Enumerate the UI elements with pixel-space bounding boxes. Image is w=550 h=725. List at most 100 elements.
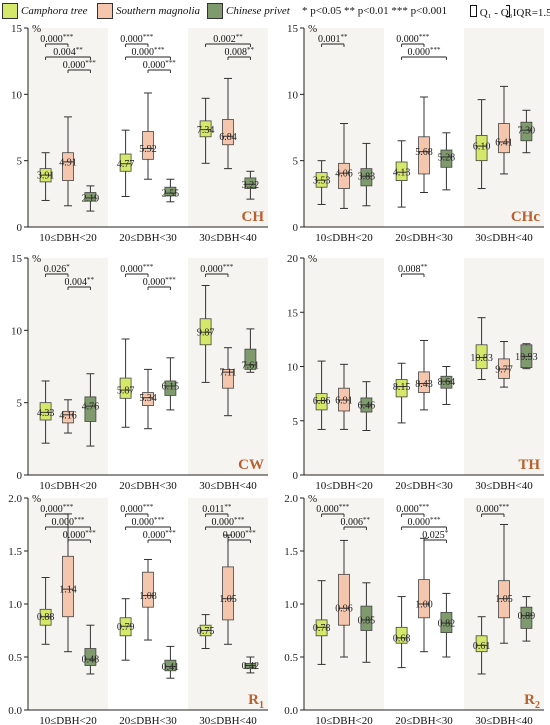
box-camphora: 0.78 <box>313 580 331 665</box>
y-tick-label: 0.0 <box>284 705 298 717</box>
y-tick-label: 2.0 <box>284 493 298 505</box>
box-privet: 0.82 <box>438 592 455 658</box>
box-camphora: 4.33 <box>37 380 54 444</box>
iqr-box <box>418 579 430 619</box>
median-label: 0.75 <box>197 626 215 637</box>
y-unit-label: % <box>308 23 317 35</box>
panel-3: 0 5 10 15 % 10≤DBH<20 20≤DBH<30 30≤DBH<40 4.33 5.… <box>11 253 268 492</box>
box-magnolia: 1.14 <box>59 513 77 653</box>
median-label: 0.42 <box>242 661 260 672</box>
panel-6: 0.0 0.5 1.0 1.5 2.0 % 10≤DBH<20 20≤DBH<30 30≤DBH… <box>284 493 544 725</box>
median-label: 1.14 <box>59 585 77 596</box>
box-camphora: 0.68 <box>393 596 411 669</box>
y-tick-label: 20 <box>287 253 299 265</box>
box-magnolia: 6.84 <box>219 77 237 170</box>
box-magnolia: 7.11 <box>219 347 237 417</box>
comparison-stars: *** <box>339 503 350 511</box>
median-label: 8.15 <box>393 382 411 393</box>
box-camphora: 0.61 <box>473 616 490 675</box>
iqr-box <box>62 410 74 424</box>
median-label: 5.92 <box>139 144 157 155</box>
iqr-box <box>142 392 154 406</box>
y-tick-label: 15 <box>11 23 23 35</box>
iqr-box <box>244 348 257 370</box>
median-label: 0.96 <box>335 604 353 615</box>
x-tick-label: 10≤DBH<20 <box>315 480 373 492</box>
comparison-stars: *** <box>143 33 154 41</box>
x-tick-label: 10≤DBH<20 <box>39 232 97 244</box>
box-privet: 3.22 <box>242 170 259 200</box>
median-label: 6.46 <box>358 400 376 411</box>
iqr-box <box>475 135 488 162</box>
box-magnolia: 1.00 <box>415 537 433 653</box>
comparison-stars: *** <box>419 503 430 511</box>
median-label: 6.84 <box>219 132 237 143</box>
x-tick-label: 10≤DBH<20 <box>315 232 373 244</box>
median-label: 6.10 <box>473 142 491 153</box>
box-magnolia: 5.34 <box>139 368 157 430</box>
iqr-box <box>338 162 350 189</box>
box-privet: 0.85 <box>358 582 375 663</box>
median-label: 0.79 <box>117 622 135 633</box>
iqr-box <box>84 648 97 666</box>
comparison-stars: *** <box>143 263 154 271</box>
y-tick-label: 1.0 <box>284 599 298 611</box>
iqr-box <box>475 344 488 370</box>
y-tick-label: 10 <box>287 362 299 374</box>
median-label: 3.91 <box>37 171 55 182</box>
x-tick-label: 20≤DBH<30 <box>395 232 453 244</box>
legend-item-camphora: Camphora tree <box>2 3 88 19</box>
iqr-box <box>498 123 510 154</box>
comparison-stars: *** <box>63 503 74 511</box>
whisker-icon <box>506 5 510 17</box>
iqr-box <box>119 153 132 172</box>
y-tick-label: 10 <box>11 89 23 101</box>
median-label: 5.68 <box>415 147 433 158</box>
box-privet: 8.64 <box>438 366 455 405</box>
y-tick-label: 0.5 <box>284 652 298 664</box>
x-tick-label: 20≤DBH<30 <box>119 232 177 244</box>
box-magnolia: 4.16 <box>59 399 77 434</box>
iqr-box <box>395 626 408 644</box>
comparison-stars: *** <box>419 33 430 41</box>
box-camphora: 4.13 <box>393 140 410 208</box>
y-tick-label: 2.0 <box>8 493 22 505</box>
comparison-stars: *** <box>74 516 85 524</box>
x-tick-label: 30≤DBH<40 <box>199 480 257 492</box>
box-magnolia: 4.91 <box>59 116 77 207</box>
box-camphora: 9.87 <box>197 284 214 383</box>
comparison-p-value: 0.008** <box>224 46 254 58</box>
y-tick-label: 0 <box>17 470 23 482</box>
y-tick-label: 1.5 <box>8 546 22 558</box>
quartile-label: Q₁ - Q₃ <box>479 7 513 19</box>
median-label: 6.86 <box>313 396 331 407</box>
comparison-stars: *** <box>85 529 96 537</box>
y-tick-label: 0.0 <box>8 705 22 717</box>
box-camphora: 10.83 <box>470 317 493 381</box>
comparison-p-value: 0.004** <box>64 276 94 288</box>
x-tick-label: 10≤DBH<20 <box>39 715 97 725</box>
y-tick-label: 10 <box>287 89 299 101</box>
legend-swatch-privet <box>207 3 223 19</box>
box-privet: 10.93 <box>515 343 538 370</box>
y-tick-label: 5 <box>293 156 299 168</box>
x-tick-label: 10≤DBH<20 <box>39 480 97 492</box>
median-label: 0.78 <box>313 623 331 634</box>
box-magnolia: 6.91 <box>335 363 353 430</box>
box-camphora: 0.79 <box>117 598 135 661</box>
iqr-box <box>360 168 373 187</box>
box-privet: 3.83 <box>358 142 375 207</box>
comparison-stars: ** <box>76 46 84 54</box>
iqr-box <box>520 121 533 142</box>
iqr-box <box>418 371 430 393</box>
median-label: 0.68 <box>393 633 411 644</box>
legend-significance-key: * p<0.05 ** p<0.01 *** p<0.001 <box>302 5 448 17</box>
y-unit-label: % <box>308 493 317 505</box>
box-magnolia: 4.06 <box>335 123 353 209</box>
median-label: 2.55 <box>162 189 180 200</box>
iqr-box <box>498 580 510 619</box>
comparison-stars: *** <box>499 503 510 511</box>
box-magnolia: 5.68 <box>415 96 433 194</box>
comparison-stars: * <box>445 529 449 537</box>
comparison-stars: ** <box>421 263 429 271</box>
